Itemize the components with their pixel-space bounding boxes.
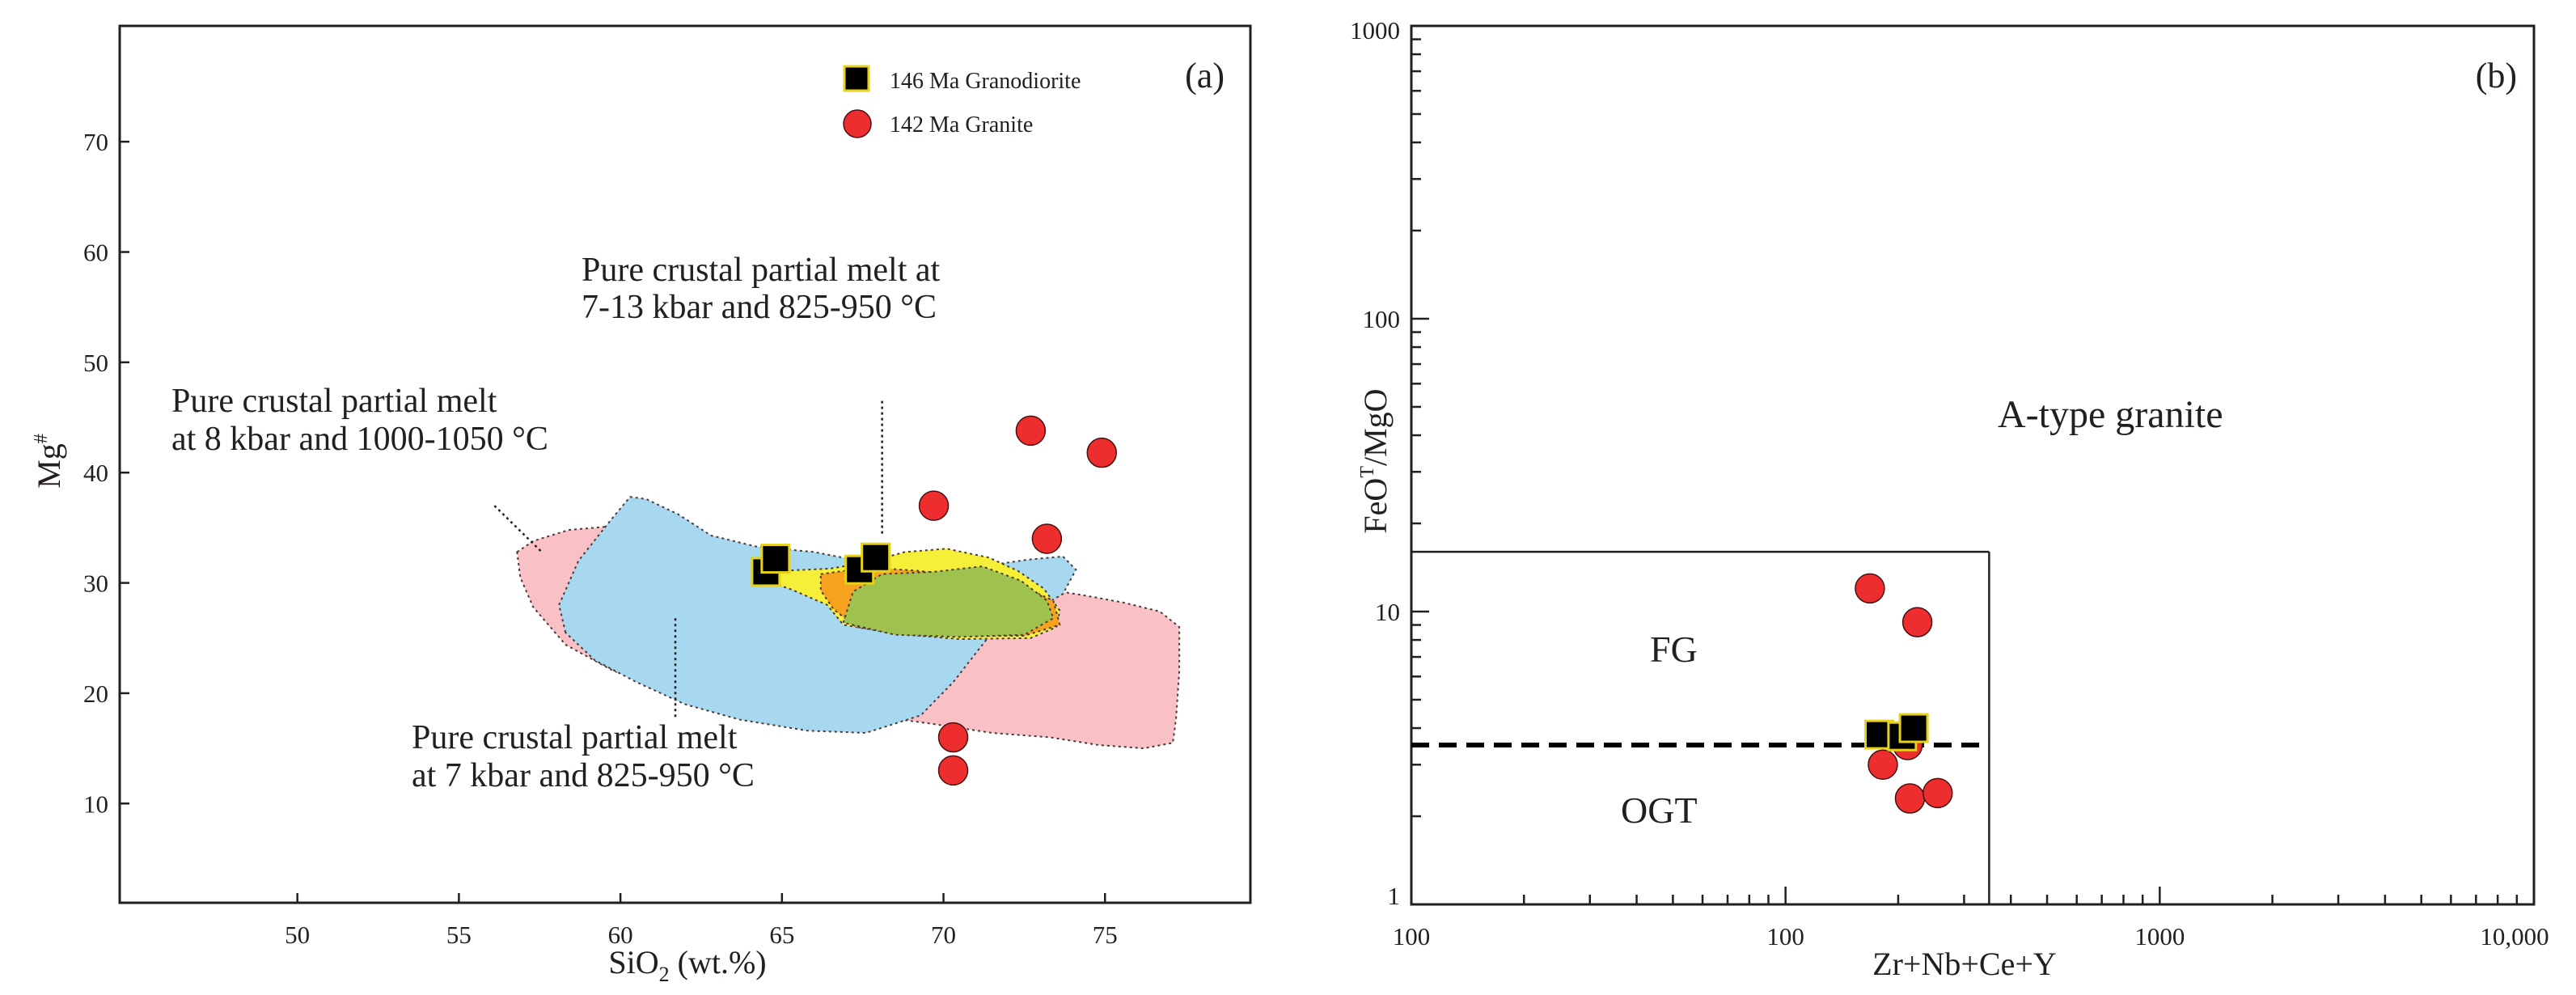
point-146-ma-granodiorite	[861, 542, 891, 573]
panel-b-frame	[1410, 24, 2536, 906]
panel-b-x-axis-title: Zr+Nb+Ce+Y	[1872, 946, 2057, 982]
annotation-7kbar-line1: Pure crustal partial melt	[412, 719, 738, 756]
annotation-7-13kbar-line1: Pure crustal partial melt at	[582, 252, 941, 289]
panel-a-fields	[516, 496, 1181, 750]
y-tick-label: 20	[83, 680, 108, 708]
x-tick-label: 70	[931, 921, 956, 949]
y-tick-label: 30	[83, 569, 108, 598]
x-tick-label: 65	[769, 921, 794, 949]
region-label-fg: FG	[1650, 629, 1698, 670]
green-overlap-field	[842, 565, 1055, 638]
x-tick-label: 100	[1393, 922, 1431, 951]
point-142-ma-granite	[1855, 573, 1885, 604]
point-142-ma-granite	[937, 755, 969, 786]
x-tick-label: 75	[1093, 921, 1118, 949]
y-tick-label: 60	[83, 239, 108, 267]
point-142-ma-granite	[1086, 437, 1118, 468]
region-label-a-type-granite: A-type granite	[1998, 393, 2223, 436]
annotation-8kbar-line2: at 8 kbar and 1000-1050 °C	[171, 421, 548, 458]
point-142-ma-granite	[1894, 783, 1926, 814]
panel-b-y-axis-title: FeOT/MgO	[1357, 388, 1394, 533]
y-tick-label: 100	[1363, 305, 1401, 333]
panel-a-points	[751, 415, 1118, 786]
y-tick-label: 1	[1388, 882, 1401, 910]
panel-b: 100 100 1000 10,000 1 10 100 1000 (b) A-type gr…	[1350, 16, 2549, 982]
panel-b-label: (b)	[2476, 56, 2517, 95]
legend-circle-icon	[843, 109, 872, 138]
y-tick-label: 10	[83, 790, 108, 818]
panel-b-points	[1855, 573, 1953, 814]
y-tick-label: 10	[1375, 598, 1400, 626]
annotation-leader-line-2	[493, 505, 544, 554]
x-tick-label: 50	[285, 921, 310, 949]
point-142-ma-granite	[1031, 523, 1063, 554]
x-tick-label: 100	[1766, 922, 1804, 951]
annotation-7-13kbar-line2: 7-13 kbar and 825-950 °C	[582, 289, 937, 326]
annotation-7kbar-line2: at 7 kbar and 825-950 °C	[412, 757, 755, 794]
y-tick-label: 40	[83, 459, 108, 487]
annotation-8kbar-line1: Pure crustal partial melt	[171, 383, 497, 420]
x-tick-label: 60	[608, 921, 633, 949]
legend-label-granodiorite: 146 Ma Granodiorite	[890, 69, 1081, 94]
legend-label-granite: 142 Ma Granite	[890, 112, 1033, 138]
panel-a-label: (a)	[1185, 56, 1225, 95]
legend-a: 146 Ma Granodiorite 142 Ma Granite	[843, 65, 1081, 138]
point-142-ma-granite	[1922, 777, 1953, 809]
y-tick-label: 50	[83, 349, 108, 377]
panel-b-ticks: 100 100 1000 10,000 1 10 100 1000	[1350, 16, 2549, 951]
x-tick-label: 55	[446, 921, 472, 949]
blue-field	[558, 496, 1077, 735]
panel-a-frame	[118, 24, 1252, 904]
y-tick-label: 70	[83, 128, 108, 156]
panel-a-ticks: 50 55 60 65 70 75 10 20 30 40 50 60 70	[83, 128, 1118, 949]
panel-a: 50 55 60 65 70 75 10 20 30 40 50 60 70 (a) 146 Ma Gr…	[31, 24, 1252, 986]
point-146-ma-granodiorite	[1898, 713, 1929, 743]
point-142-ma-granite	[937, 722, 969, 753]
point-142-ma-granite	[1901, 607, 1933, 637]
point-142-ma-granite	[1867, 749, 1898, 781]
panel-a-x-axis-title: SiO2 (wt.%)	[608, 944, 766, 986]
x-tick-label: 10,000	[2480, 922, 2549, 951]
panel-a-y-axis-title: Mg#	[31, 434, 67, 489]
point-146-ma-granodiorite	[760, 544, 791, 574]
y-tick-label: 1000	[1350, 16, 1400, 44]
point-142-ma-granite	[1015, 415, 1047, 447]
x-tick-label: 1000	[2134, 922, 2185, 951]
legend-square-icon	[843, 65, 870, 92]
point-142-ma-granite	[918, 490, 950, 521]
region-label-ogt: OGT	[1621, 790, 1698, 831]
